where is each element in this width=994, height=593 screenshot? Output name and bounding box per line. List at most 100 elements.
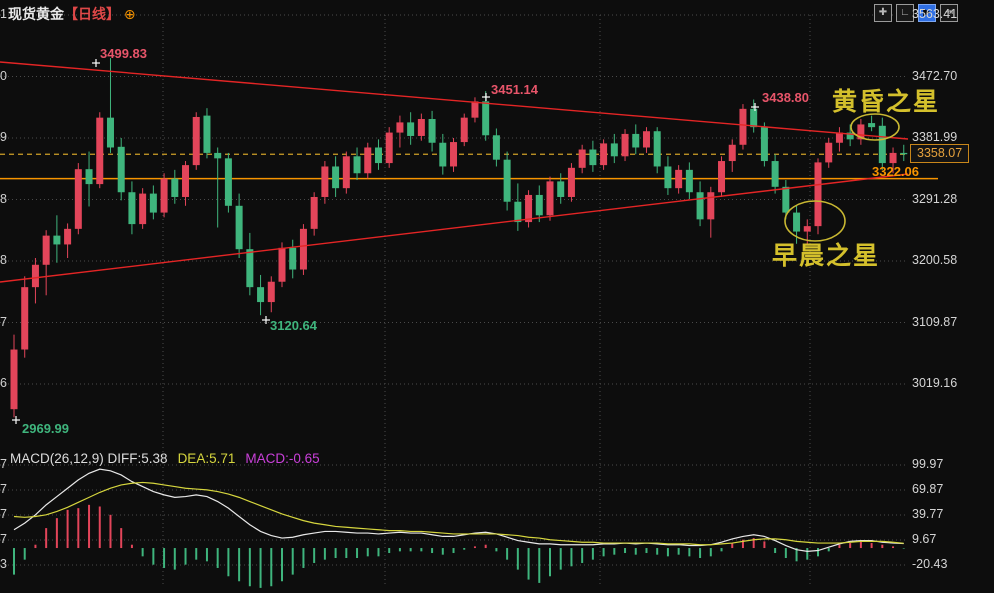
candle (96, 117, 104, 185)
candle (139, 193, 147, 225)
clipped-axis-digit: 7 (0, 457, 7, 471)
macd-layer (13, 468, 905, 588)
candle (214, 152, 222, 159)
candlestick-layer (10, 58, 908, 418)
candle (385, 132, 393, 164)
candle (31, 264, 39, 288)
candle (739, 108, 747, 145)
candle (417, 119, 425, 136)
candle (374, 147, 382, 164)
candle (460, 117, 468, 143)
candle (53, 235, 61, 245)
candle (846, 132, 854, 140)
candle (396, 122, 404, 133)
candle (610, 143, 618, 157)
clipped-axis-digit: 7 (0, 482, 7, 496)
candle (203, 115, 211, 153)
clipped-axis-digit: 0 (0, 68, 7, 83)
candle (868, 123, 876, 128)
extreme-price-label: 3451.14 (491, 82, 538, 97)
candle (128, 192, 136, 225)
candle (299, 228, 307, 270)
macd-diff-line (13, 468, 904, 552)
jump-to-latest-icon[interactable]: ⇥ (940, 4, 958, 22)
morning-star-ellipse (784, 200, 846, 242)
macd-indicator-header[interactable]: MACD(26,12,9) DIFF:5.38 DEA:5.71 MACD:-0.6… (10, 451, 320, 466)
auto-scroll-icon[interactable]: ▶ (918, 4, 936, 22)
add-indicator-icon[interactable]: ⊕ (123, 6, 136, 22)
candle (149, 193, 157, 213)
symbol-name: 现货黄金 (8, 6, 64, 22)
candle (106, 117, 114, 148)
candle (407, 122, 415, 136)
candle (878, 125, 886, 164)
extreme-marker-cross (12, 416, 20, 424)
extreme-price-label: 3499.83 (100, 46, 147, 61)
candle (685, 169, 693, 193)
candle (621, 133, 629, 157)
candle (267, 281, 275, 303)
evening-star-ellipse (850, 113, 900, 141)
price-axis-label: 3563.41 (912, 7, 958, 21)
candle (439, 142, 447, 167)
candle (728, 144, 736, 162)
candle (803, 226, 811, 232)
candle (182, 165, 190, 197)
candle (653, 131, 661, 167)
lower-trendline[interactable] (0, 173, 909, 283)
candle (428, 119, 436, 143)
candle (557, 181, 565, 197)
candle (707, 192, 715, 220)
candle (514, 201, 522, 223)
macd-axis-label: 69.87 (912, 482, 944, 496)
clipped-axis-digit: 6 (0, 376, 7, 390)
price-axis-label: 3200.58 (912, 252, 958, 267)
candle (525, 194, 533, 223)
grid-lines (0, 14, 908, 585)
clipped-axis-digit: 8 (0, 252, 7, 267)
clipped-axis-digit: 7 (0, 507, 7, 521)
candle (771, 161, 779, 187)
candle (642, 131, 650, 148)
candle (289, 247, 297, 270)
candle (535, 194, 543, 216)
upper-trendline[interactable] (0, 61, 909, 140)
price-axis-label: 3109.87 (912, 314, 958, 329)
candle (235, 205, 243, 250)
price-axis-label: 3019.16 (912, 376, 958, 390)
candle (278, 247, 286, 282)
candle (835, 132, 843, 143)
candle (332, 166, 340, 189)
candle (696, 192, 704, 220)
candle (578, 149, 586, 168)
macd-bar-value: MACD:-0.65 (245, 451, 320, 466)
candle (10, 349, 18, 410)
pan-move-icon[interactable]: ✚ (874, 4, 892, 22)
candle (192, 116, 200, 166)
candle (503, 159, 511, 202)
candle (675, 169, 683, 189)
candle (750, 108, 758, 128)
candle (85, 169, 93, 185)
macd-dea-line (13, 481, 904, 546)
price-axis-label: 3472.70 (912, 68, 958, 83)
chart-title: 现货黄金【日线】 ⊕ (8, 4, 136, 24)
candle (64, 228, 72, 245)
macd-axis-label: 9.67 (912, 532, 937, 546)
candle (600, 143, 608, 166)
clipped-axis-digit: 8 (0, 191, 7, 206)
candle (171, 178, 179, 197)
clipped-axis-digit: 1 (0, 7, 7, 21)
timeframe-label[interactable]: 【日线】 (64, 6, 120, 22)
candle (492, 135, 500, 160)
candle (74, 169, 82, 229)
clipped-axis-digit: 9 (0, 130, 7, 144)
candle (632, 133, 640, 148)
support-line-price-label: 3322.06 (872, 164, 919, 179)
candle (117, 146, 125, 193)
extreme-marker-cross (482, 93, 490, 101)
clipped-axis-digit: 7 (0, 314, 7, 329)
axis-scale-icon[interactable]: ∟ (896, 4, 914, 22)
